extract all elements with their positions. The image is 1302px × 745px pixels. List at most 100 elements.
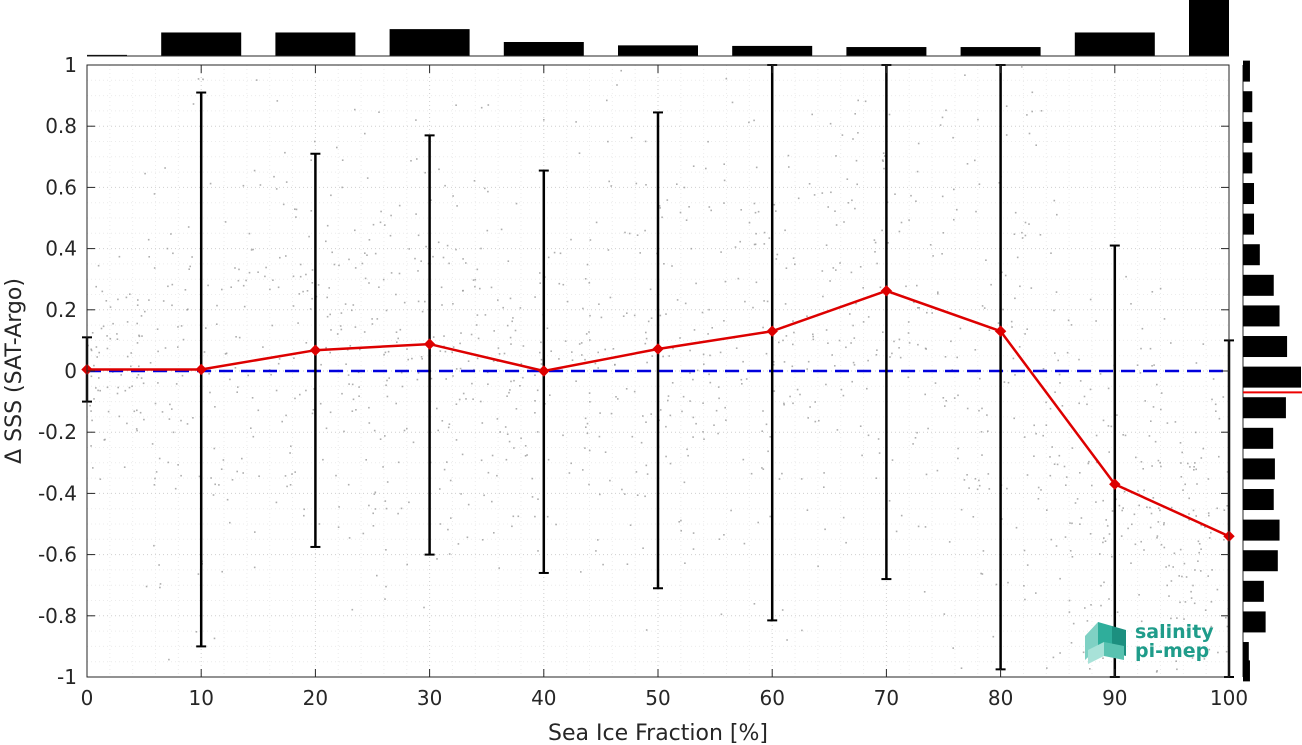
scatter-point [236, 470, 238, 473]
scatter-point [941, 195, 944, 198]
scatter-point [995, 583, 998, 586]
scatter-point [100, 327, 103, 330]
scatter-point [571, 351, 573, 353]
scatter-point [252, 435, 255, 438]
scatter-point [1188, 513, 1190, 515]
scatter-point [1179, 548, 1182, 551]
scatter-point [345, 363, 347, 365]
scatter-point [386, 481, 389, 483]
scatter-point [877, 438, 880, 440]
scatter-point [158, 564, 160, 566]
scatter-point [974, 478, 977, 480]
scatter-point [1225, 650, 1228, 653]
scatter-point [395, 293, 397, 296]
scatter-point [348, 258, 350, 261]
scatter-point [667, 399, 669, 402]
scatter-point [1057, 359, 1059, 362]
scatter-point [123, 466, 126, 468]
right-histogram [1242, 60, 1302, 682]
scatter-point [862, 321, 865, 323]
scatter-point [311, 269, 314, 271]
scatter-point [374, 491, 377, 494]
scatter-point [1018, 346, 1021, 348]
scatter-point [838, 339, 841, 342]
scatter-point [817, 565, 819, 568]
scatter-point [382, 466, 384, 468]
scatter-point [737, 277, 740, 280]
scatter-point [330, 194, 332, 197]
scatter-point [197, 78, 200, 80]
scatter-point [335, 474, 337, 477]
scatter-point [474, 285, 476, 288]
scatter-point [1100, 604, 1102, 607]
scatter-point [1002, 308, 1004, 311]
scatter-point [974, 159, 976, 162]
scatter-point [636, 234, 639, 236]
scatter-point [646, 361, 648, 364]
scatter-point [688, 206, 690, 208]
scatter-point [297, 322, 299, 324]
scatter-point [471, 382, 473, 385]
scatter-point [322, 458, 324, 461]
scatter-point [842, 394, 845, 397]
scatter-point [387, 350, 390, 353]
scatter-point [1013, 233, 1016, 235]
scatter-point [507, 260, 510, 262]
scatter-point [941, 253, 943, 255]
x-tick-label: 80 [988, 686, 1013, 710]
scatter-point [659, 409, 662, 411]
scatter-point [351, 608, 354, 611]
x-tick-label: 60 [759, 686, 784, 710]
scatter-point [852, 361, 855, 364]
scatter-point [644, 229, 646, 232]
scatter-point [234, 267, 236, 269]
scatter-point [1039, 234, 1042, 236]
scatter-point [164, 167, 166, 169]
scatter-point [1215, 410, 1217, 412]
scatter-point [1152, 406, 1155, 408]
scatter-point [177, 346, 179, 348]
scatter-point [925, 348, 927, 350]
scatter-point [273, 175, 275, 178]
scatter-point [1058, 454, 1061, 457]
scatter-point [582, 469, 584, 471]
scatter-point [537, 498, 539, 500]
scatter-point [1089, 668, 1091, 670]
scatter-point [924, 526, 927, 528]
data-point [1109, 478, 1121, 490]
scatter-point [352, 398, 355, 401]
scatter-point [291, 473, 293, 475]
scatter-point [449, 479, 452, 482]
scatter-point [589, 339, 591, 341]
scatter-point [314, 140, 316, 143]
scatter-point [248, 232, 251, 235]
scatter-point [539, 282, 541, 284]
scatter-point [106, 335, 108, 337]
salinity-pi-mep-logo: salinity pi-mep [1085, 621, 1214, 664]
scatter-point [380, 210, 382, 213]
scatter-point [305, 273, 307, 276]
scatter-point [939, 124, 942, 126]
scatter-point [682, 395, 685, 398]
scatter-point [447, 528, 449, 531]
scatter-point [1208, 648, 1211, 651]
scatter-point [825, 383, 827, 386]
scatter-point [960, 667, 963, 669]
scatter-point [1023, 436, 1026, 438]
scatter-point [917, 307, 919, 309]
scatter-point [588, 282, 591, 284]
scatter-point [281, 420, 283, 423]
scatter-point [589, 239, 592, 241]
scatter-point [339, 325, 342, 327]
scatter-point [512, 317, 514, 319]
scatter-point [306, 290, 309, 292]
scatter-point [1040, 489, 1042, 491]
scatter-point [972, 516, 975, 518]
scatter-point [384, 500, 387, 502]
scatter-point [956, 356, 958, 359]
scatter-point [99, 389, 101, 392]
scatter-point [1190, 590, 1192, 593]
scatter-point [209, 182, 212, 185]
scatter-point [1212, 378, 1215, 380]
scatter-point [310, 210, 313, 212]
